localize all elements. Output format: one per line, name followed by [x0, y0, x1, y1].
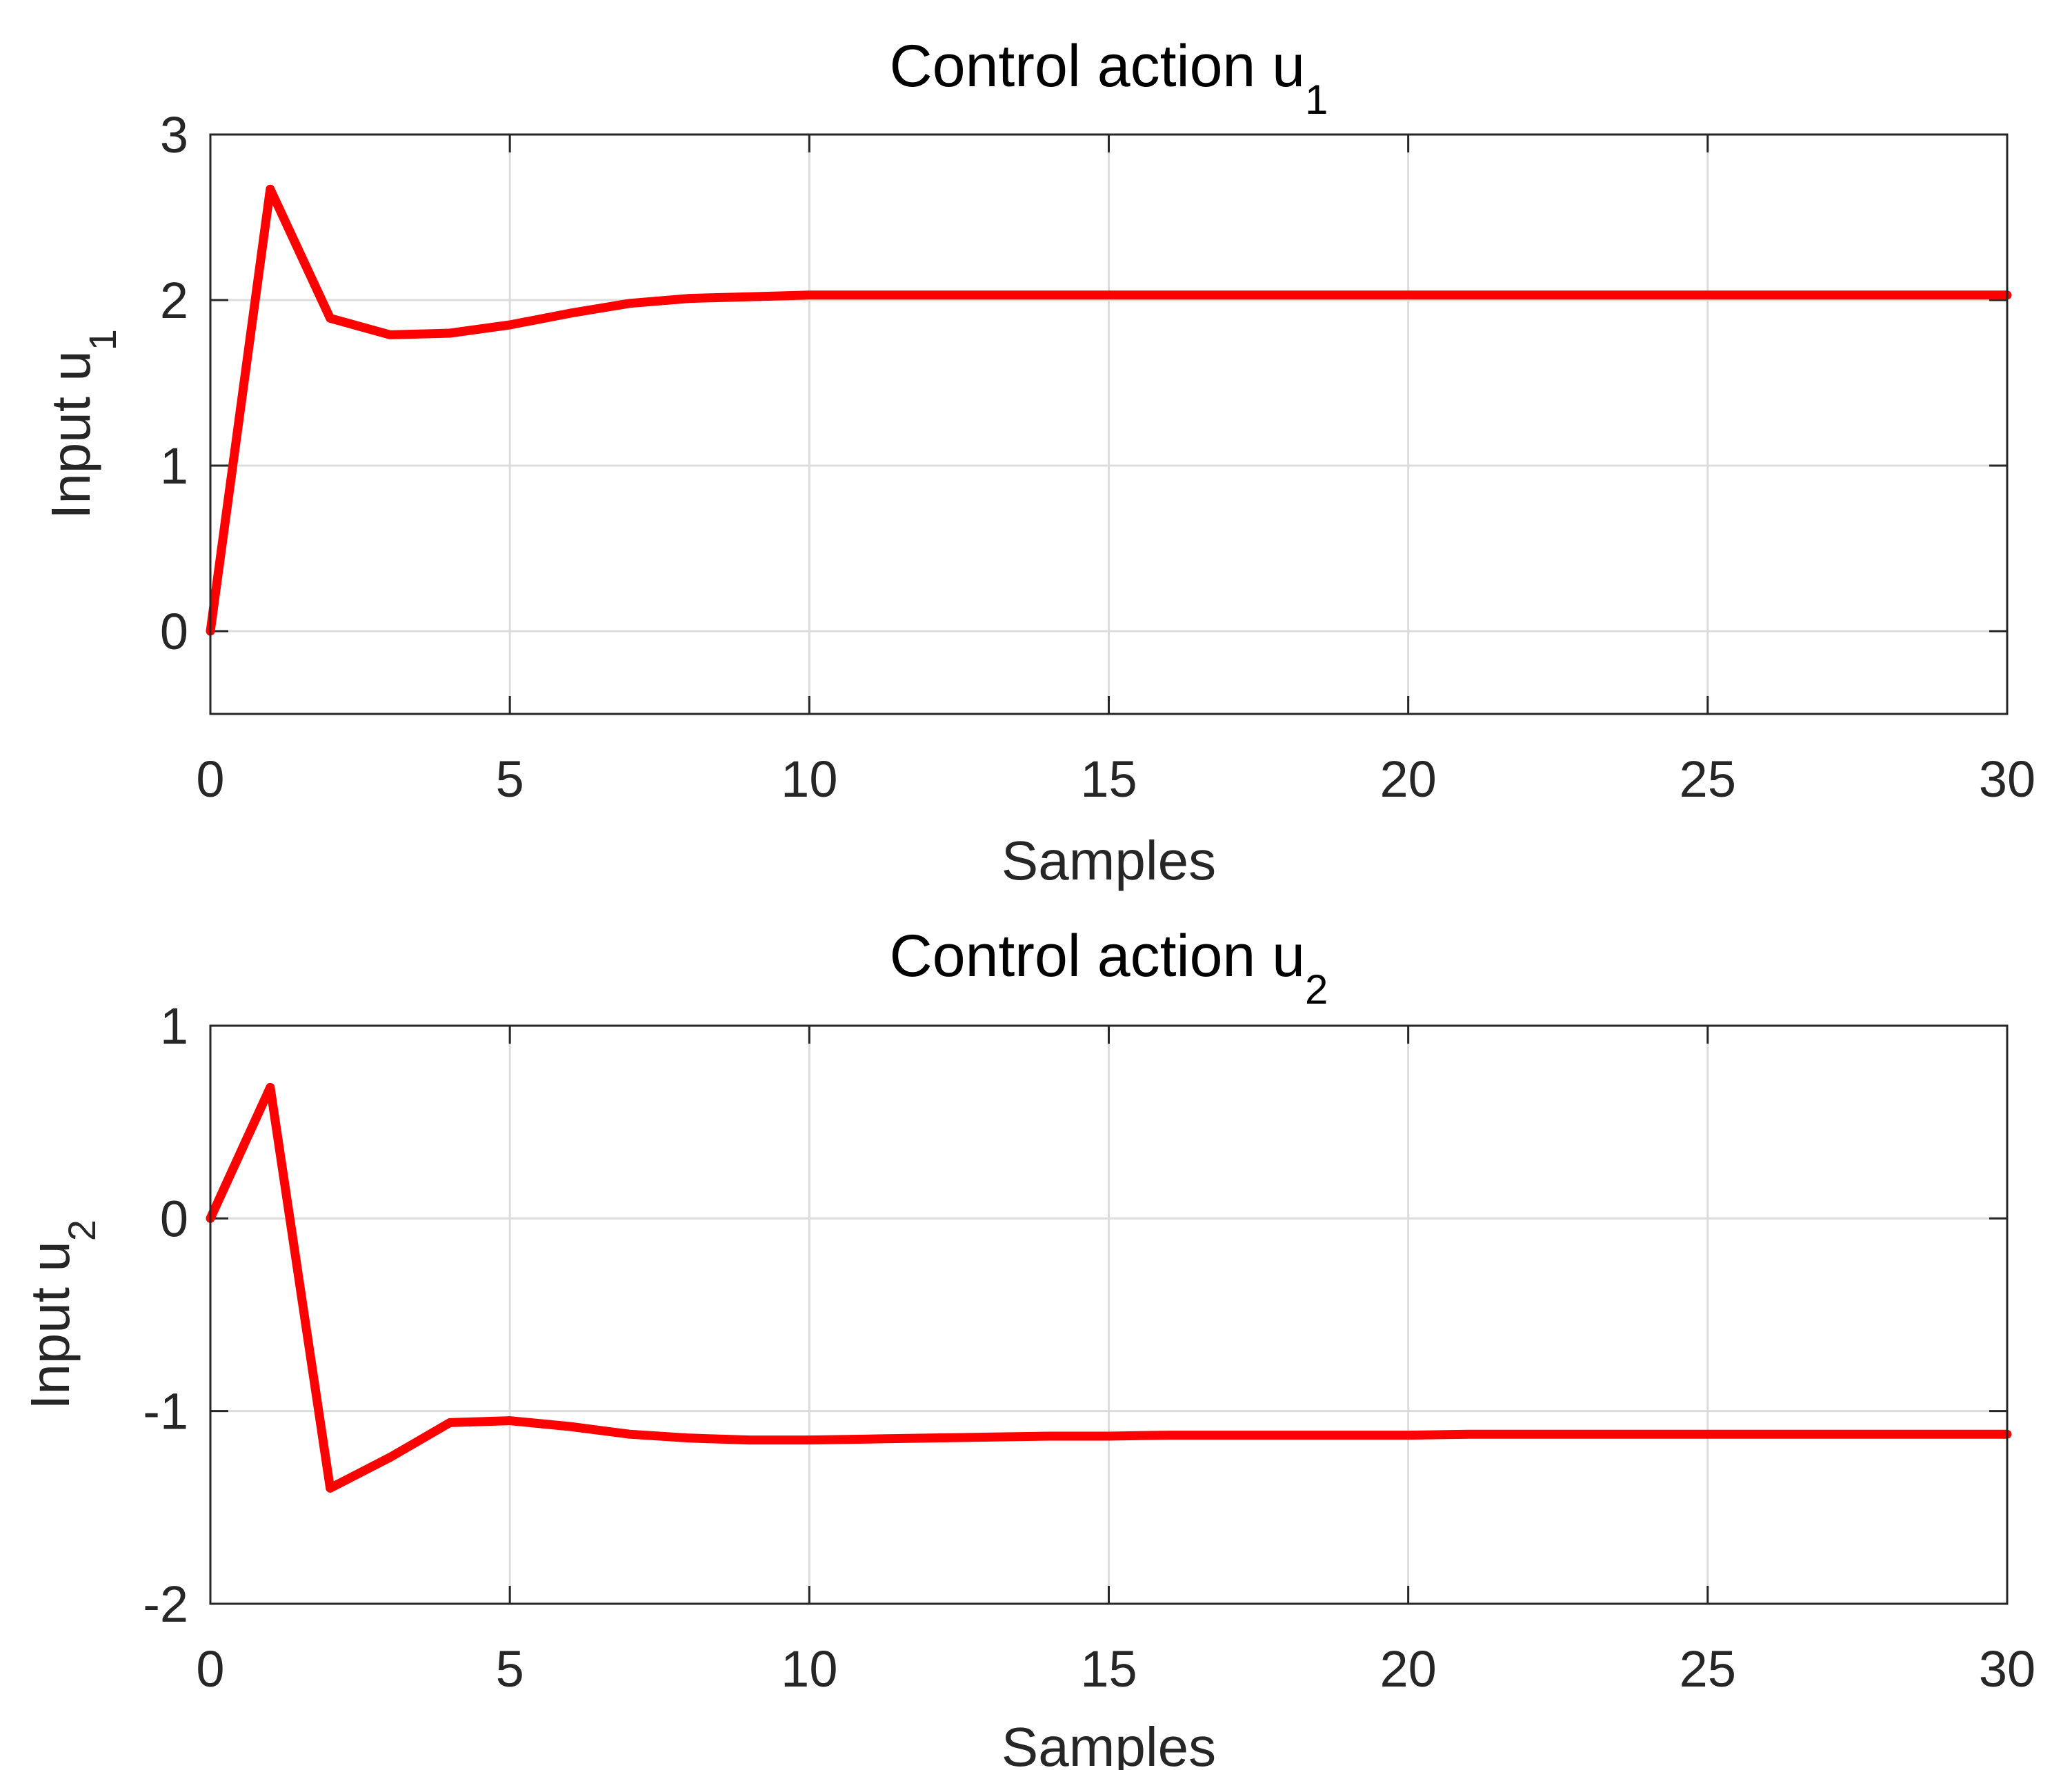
y-axis-label-subscript: 2	[60, 1220, 103, 1241]
y-axis-label-main: Input u	[19, 1241, 81, 1410]
y-axis-label-main: Input u	[40, 350, 101, 519]
chart-title-main: Control action u	[890, 923, 1305, 989]
series-line	[206, 1082, 2012, 1493]
chart-title-subscript: 1	[1305, 77, 1328, 123]
y-tick-label: 3	[160, 106, 188, 163]
x-tick-label: 25	[1680, 750, 1736, 808]
x-tick-label: 30	[1979, 750, 2035, 808]
x-tick-label: 0	[196, 750, 224, 808]
series-line	[206, 184, 2012, 636]
chart-title: Control action u2	[890, 923, 1328, 1013]
x-tick-label: 20	[1380, 1640, 1437, 1698]
y-axis-label: Input u2	[19, 1220, 103, 1410]
x-tick-label: 5	[496, 750, 524, 808]
y-tick-label: 0	[160, 603, 188, 660]
y-axis-label-subscript: 1	[81, 329, 124, 350]
axes-box	[209, 1024, 2009, 1605]
x-axis-label: Samples	[1002, 830, 1216, 891]
axes-box	[209, 133, 2009, 715]
x-tick-label: 20	[1380, 750, 1437, 808]
x-tick-label: 25	[1680, 1640, 1736, 1698]
x-tick-label: 30	[1979, 1640, 2035, 1698]
y-tick-label: 1	[160, 437, 188, 495]
y-tick-label: -2	[143, 1575, 188, 1633]
y-tick-label: 0	[160, 1190, 188, 1247]
y-axis-label: Input u1	[40, 329, 124, 519]
x-tick-label: 10	[781, 1640, 837, 1698]
x-tick-label: 5	[496, 1640, 524, 1698]
x-tick-label: 0	[196, 1640, 224, 1698]
x-tick-label: 15	[1080, 1640, 1137, 1698]
chart-title-main: Control action u	[890, 33, 1305, 99]
chart-title: Control action u1	[890, 33, 1328, 123]
x-tick-label: 10	[781, 750, 837, 808]
x-tick-label: 15	[1080, 750, 1137, 808]
x-axis-label: Samples	[1002, 1716, 1216, 1770]
y-tick-label: 2	[160, 272, 188, 329]
chart-title-subscript: 2	[1305, 966, 1328, 1013]
y-tick-label: -1	[143, 1383, 188, 1440]
y-tick-label: 1	[160, 997, 188, 1055]
